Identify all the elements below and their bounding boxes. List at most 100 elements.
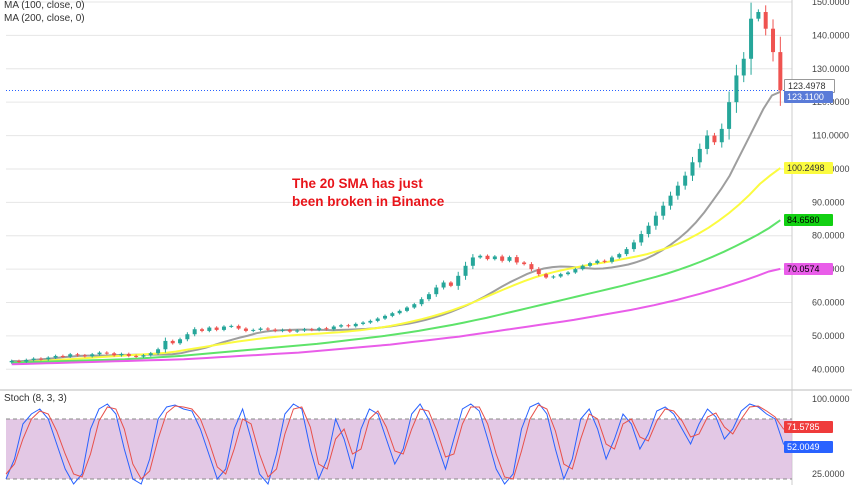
candle-body bbox=[485, 255, 490, 260]
price-axis[interactable]: 40.000050.000060.000070.000080.000090.00… bbox=[812, 0, 850, 479]
candle-body bbox=[763, 12, 768, 29]
candle-body bbox=[265, 328, 270, 330]
candle-body bbox=[383, 315, 388, 319]
legend-ma100: MA (100, close, 0) bbox=[4, 0, 85, 11]
candle-body bbox=[295, 330, 300, 332]
candle-body bbox=[749, 18, 754, 59]
price-tick-label: 150.0000 bbox=[812, 0, 850, 7]
candle-body bbox=[185, 334, 190, 340]
candle-body bbox=[456, 275, 461, 286]
candle-body bbox=[500, 256, 505, 261]
candle-body bbox=[214, 327, 219, 330]
candle-body bbox=[661, 205, 666, 216]
stoch-line-pct-d bbox=[5, 404, 793, 480]
candle-body bbox=[588, 263, 592, 266]
candle-body bbox=[368, 320, 373, 323]
price-tick-label: 90.0000 bbox=[812, 197, 845, 207]
candle-body bbox=[602, 260, 607, 262]
candle-body bbox=[441, 282, 446, 288]
candle-body bbox=[178, 339, 183, 344]
candle-body bbox=[361, 322, 366, 324]
candle-body bbox=[507, 257, 512, 261]
candle-body bbox=[771, 28, 776, 53]
candle-body bbox=[221, 326, 226, 330]
candle-body bbox=[756, 12, 761, 19]
candle-body bbox=[551, 276, 556, 278]
price-tick-label: 50.0000 bbox=[812, 331, 845, 341]
candle-body bbox=[82, 355, 87, 357]
candle-body bbox=[243, 328, 248, 331]
candlesticks bbox=[9, 2, 783, 364]
candle-body bbox=[434, 287, 439, 295]
candle-body bbox=[448, 282, 453, 286]
candle-body bbox=[156, 349, 161, 354]
ma-line-ma-200 bbox=[11, 267, 781, 366]
candle-body bbox=[426, 294, 431, 300]
candle-body bbox=[46, 357, 51, 360]
candle-body bbox=[404, 307, 409, 311]
candle-body bbox=[697, 148, 702, 163]
moving-average-lines bbox=[6, 89, 792, 366]
candle-body bbox=[646, 225, 651, 235]
candle-body bbox=[97, 352, 102, 355]
candle-body bbox=[346, 325, 351, 327]
candle-body bbox=[287, 329, 292, 332]
candle-body bbox=[544, 274, 549, 278]
candle-body bbox=[9, 360, 14, 363]
price-tick-label: 110.0000 bbox=[812, 131, 849, 141]
candle-body bbox=[514, 257, 519, 263]
candle-body bbox=[75, 354, 80, 356]
candle-body bbox=[558, 274, 563, 277]
candle-body bbox=[141, 355, 146, 357]
candle-body bbox=[683, 175, 688, 186]
candle-body bbox=[331, 326, 336, 330]
badge-ma200: 70.0574 bbox=[784, 262, 833, 275]
stoch-band-fill bbox=[6, 419, 792, 479]
candle-body bbox=[148, 353, 153, 356]
candle-body bbox=[280, 329, 285, 331]
price-tick-label: 40.0000 bbox=[812, 364, 845, 374]
candle-body bbox=[236, 325, 241, 329]
badge-ma100: 84.6580 bbox=[784, 214, 833, 227]
candle-body bbox=[134, 355, 139, 357]
candle-body bbox=[639, 234, 644, 243]
candle-body bbox=[595, 260, 600, 264]
candle-body bbox=[624, 249, 629, 255]
legend-stoch: Stoch (8, 3, 3) bbox=[4, 393, 67, 404]
candle-body bbox=[609, 257, 614, 262]
candle-body bbox=[207, 327, 212, 331]
candle-body bbox=[675, 185, 680, 196]
candle-body bbox=[705, 135, 710, 149]
candle-body bbox=[16, 360, 21, 362]
candle-body bbox=[126, 353, 131, 356]
ma-line-sma-20 bbox=[11, 90, 781, 363]
annotation-line-1: The 20 SMA has just bbox=[292, 176, 423, 191]
candle-body bbox=[309, 329, 314, 331]
candle-body bbox=[200, 329, 204, 331]
stoch-overbought-oversold-band bbox=[6, 418, 792, 480]
candle-body bbox=[104, 352, 109, 354]
candle-body bbox=[258, 328, 263, 330]
candle-body bbox=[690, 162, 695, 176]
candle-body bbox=[229, 325, 234, 327]
candle-body bbox=[273, 329, 278, 331]
candle-body bbox=[617, 254, 622, 258]
candle-body bbox=[492, 256, 497, 260]
candle-body bbox=[170, 340, 175, 344]
price-tick-label: 130.0000 bbox=[812, 64, 850, 74]
badge-stoch-d: 71.5785 bbox=[784, 421, 833, 434]
candle-body bbox=[529, 264, 534, 270]
candle-body bbox=[251, 329, 256, 331]
candle-body bbox=[741, 58, 746, 76]
candle-body bbox=[712, 135, 717, 143]
candle-body bbox=[302, 329, 307, 331]
candle-body bbox=[38, 358, 43, 360]
candle-body bbox=[397, 310, 402, 314]
candle-body bbox=[317, 328, 322, 330]
candle-body bbox=[727, 102, 732, 129]
candle-body bbox=[573, 269, 578, 273]
annotation-line-2: been broken in Binance bbox=[292, 194, 445, 209]
candle-body bbox=[470, 257, 475, 266]
